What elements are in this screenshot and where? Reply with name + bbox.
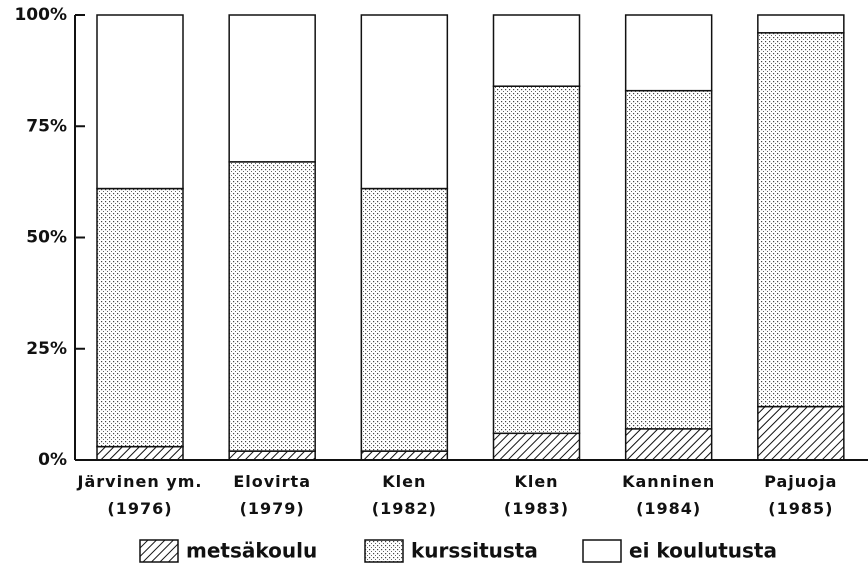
- y-tick-label: 50%: [26, 228, 67, 248]
- y-tick-label: 100%: [14, 5, 67, 25]
- bar-segment: [624, 89, 713, 430]
- bar-segment: [96, 445, 184, 461]
- x-tick-label: Järvinen ym. (1976): [77, 472, 203, 518]
- legend-label: ei koulutusta: [629, 539, 777, 563]
- bar-segment: [624, 428, 713, 461]
- bar-segment: [96, 187, 184, 448]
- y-tick-label: 0%: [38, 450, 67, 470]
- bar-segment: [228, 161, 316, 452]
- x-tick-label: Pajuoja (1985): [764, 472, 838, 518]
- legend-swatch: [364, 539, 404, 563]
- x-tick-label: Klen (1982): [371, 472, 437, 518]
- legend-swatch: [139, 539, 179, 563]
- bar-segment: [360, 14, 449, 190]
- bar-segment: [228, 450, 316, 461]
- bar-segment: [360, 187, 449, 452]
- legend-label: kurssitusta: [411, 539, 538, 563]
- bar-segment: [757, 405, 845, 461]
- legend-label: metsäkoulu: [186, 539, 317, 563]
- bar-segment: [492, 432, 581, 461]
- legend-swatch: [582, 539, 622, 563]
- x-tick-label: Kanninen (1984): [622, 472, 716, 518]
- bar-segment: [492, 14, 581, 87]
- x-tick-label: Elovirta (1979): [233, 472, 311, 518]
- bar-segment: [757, 14, 845, 34]
- bar-segment: [96, 14, 184, 190]
- bar-segment: [360, 450, 449, 461]
- y-tick-label: 75%: [26, 116, 67, 136]
- x-tick-label: Klen (1983): [503, 472, 570, 518]
- y-tick-label: 25%: [26, 339, 67, 359]
- bar-segment: [228, 14, 316, 163]
- bar-segment: [624, 14, 713, 92]
- bar-segment: [757, 32, 845, 408]
- bar-segment: [492, 85, 581, 435]
